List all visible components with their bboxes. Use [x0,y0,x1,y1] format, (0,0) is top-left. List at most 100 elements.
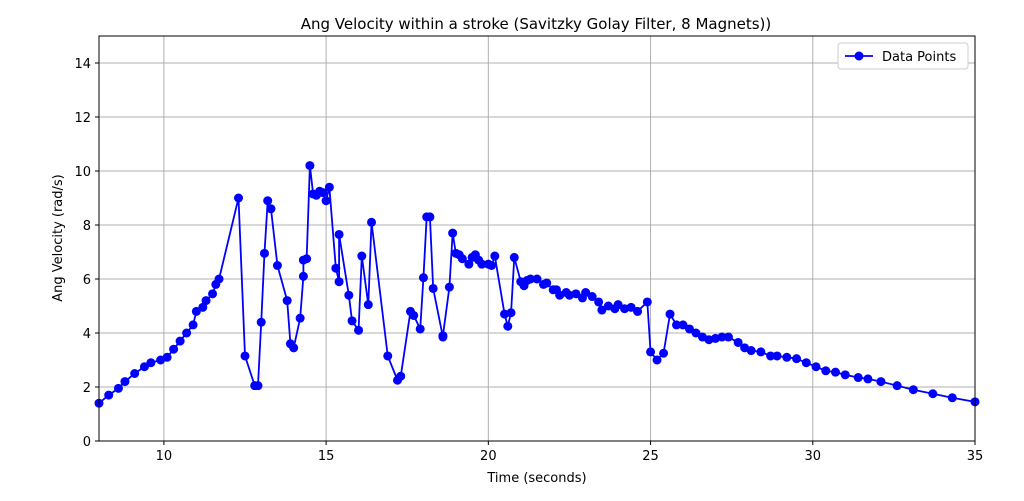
data-point [208,289,218,299]
data-point [396,371,406,381]
legend-label: Data Points [882,50,956,65]
y-axis-title: Ang Velocity (rad/s) [51,174,66,302]
data-point [766,351,776,361]
data-point [318,188,328,198]
data-point [253,381,263,391]
data-point [723,332,733,342]
chart-title: Ang Velocity within a stroke (Savitzky G… [301,15,772,33]
data-point [409,310,419,320]
data-point [169,344,179,354]
data-point [367,217,377,227]
data-point [908,385,918,395]
data-point [302,254,312,264]
data-point [487,261,497,270]
data-point [490,251,500,261]
data-point [113,383,123,393]
data-point [240,351,250,361]
data-point [506,308,516,318]
data-point [298,271,308,281]
data-point [130,369,140,378]
data-point [733,337,743,347]
data-point [633,306,643,316]
y-tick-label: 14 [74,57,91,72]
data-point [892,381,902,391]
data-point [652,355,662,365]
data-point [191,306,201,316]
data-point [876,377,886,387]
data-point [448,228,458,238]
data-point [425,212,435,222]
data-point [418,273,428,283]
data-point [526,274,536,284]
data-point [444,282,454,292]
y-tick-label: 0 [83,435,91,450]
data-point [354,325,364,335]
data-point [594,297,604,307]
y-tick-label: 2 [83,381,91,396]
legend-box [837,42,969,70]
x-tick-label: 25 [642,449,659,464]
data-point [305,161,315,171]
data-point [162,352,172,362]
data-point [334,229,344,239]
data-point [571,289,581,299]
data-point [477,259,487,269]
plot-frame [98,35,976,442]
data-point [853,373,863,383]
data-point [792,354,802,364]
data-point [659,348,669,358]
data-point [324,182,334,192]
data-point [678,320,688,330]
data-point [201,296,211,306]
data-point [597,305,607,315]
x-tick-label: 20 [480,449,497,464]
data-point [840,370,850,380]
data-point [334,277,344,287]
data-point [272,261,282,270]
data-point [321,196,331,206]
data-point [811,362,821,372]
data-point [665,309,675,319]
data-point [282,296,292,306]
data-point [746,346,756,356]
data-point [772,351,782,361]
data-point [120,377,130,387]
y-tick-label: 4 [83,327,91,342]
data-point [672,320,682,330]
data-point [175,336,185,346]
data-point [438,331,448,341]
y-tick-label: 10 [74,165,91,180]
data-point [363,300,373,310]
data-point [182,328,192,338]
data-point [464,259,474,269]
data-point [104,390,114,400]
data-point [234,193,244,203]
x-tick-label: 10 [156,449,173,464]
data-point [198,302,208,312]
series-layer [94,161,980,408]
data-point [587,292,597,302]
data-point [256,317,266,327]
data-point [344,290,354,300]
data-point [139,362,149,372]
y-tick-label: 12 [74,111,91,126]
data-point [263,196,273,206]
data-point [295,313,305,323]
data-point [863,374,873,384]
data-point [684,324,694,334]
y-tick-label: 8 [83,219,91,234]
data-point [503,321,513,331]
data-point [266,204,276,214]
data-point [801,358,811,368]
data-point [331,263,341,273]
data-point [146,358,156,368]
ticks: 10 15 20 25 30 35 0 2 4 6 8 10 12 14 [74,57,983,464]
data-point [457,254,467,264]
data-point [717,332,727,342]
data-point [415,324,425,334]
data-point [928,389,938,399]
data-point [691,328,701,338]
data-point [357,251,367,261]
